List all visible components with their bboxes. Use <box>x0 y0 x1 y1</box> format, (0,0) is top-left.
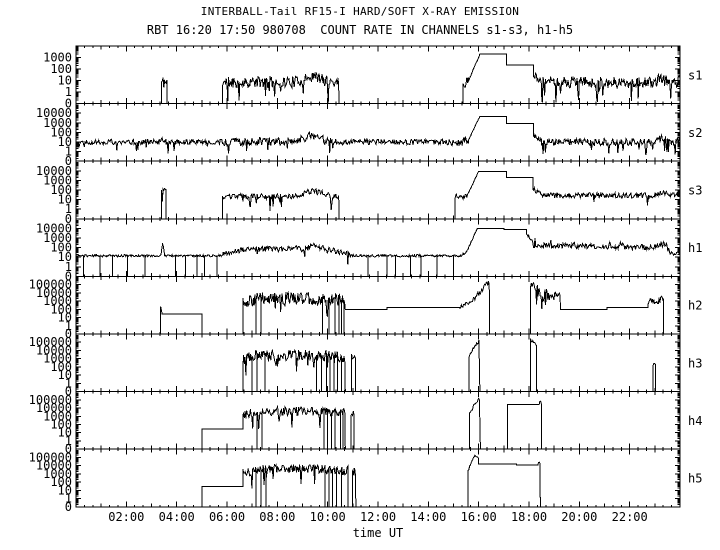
y-tick-label-h1: 1 <box>65 260 72 274</box>
series-h3 <box>76 338 680 393</box>
chart-subtitle: RBT 16:20 17:50 980708 COUNT RATE IN CHA… <box>146 23 574 37</box>
channel-label-h5: h5 <box>688 472 702 486</box>
y-tick-label-h5: 100000 <box>29 450 72 464</box>
y-tick-label-s3: 0 <box>65 212 72 226</box>
x-tick-label: 10:00 <box>310 510 346 524</box>
y-tick-label-h3: 10 <box>58 368 72 382</box>
y-tick-label-h3: 1000 <box>43 352 72 366</box>
x-tick-label: 06:00 <box>209 510 245 524</box>
y-tick-label-h3: 100000 <box>29 335 72 349</box>
y-tick-label-s1: 0 <box>65 97 72 111</box>
series-h1 <box>75 228 681 277</box>
channel-label-s3: s3 <box>688 184 702 198</box>
panel-frame-h4 <box>75 391 681 450</box>
y-tick-label-h3: 1 <box>65 376 72 390</box>
y-tick-label-s3: 100 <box>50 183 72 197</box>
panel-frame-h5 <box>75 448 681 508</box>
x-axis-title: time UT <box>353 526 404 540</box>
y-tick-label-h1: 100 <box>50 241 72 255</box>
panel-frame-s2 <box>75 103 681 162</box>
y-tick-label-s1: 1 <box>65 85 72 99</box>
y-tick-label-s2: 1000 <box>43 116 72 130</box>
channel-label-s1: s1 <box>688 68 702 82</box>
y-tick-label-h5: 1 <box>65 492 72 506</box>
x-tick-label: 02:00 <box>108 510 144 524</box>
y-tick-label-h1: 10 <box>58 250 72 264</box>
y-tick-label-h4: 100 <box>50 418 72 432</box>
x-tick-label: 14:00 <box>410 510 446 524</box>
y-tick-label-s2: 0 <box>65 154 72 168</box>
y-tick-label-h5: 100 <box>50 475 72 489</box>
channel-label-h4: h4 <box>688 414 702 428</box>
panel-frame-h3 <box>75 333 681 393</box>
y-tick-label-h1: 10000 <box>36 221 72 235</box>
chart-title: INTERBALL-Tail RF15-I HARD/SOFT X-RAY EM… <box>200 5 520 18</box>
y-tick-label-h5: 0 <box>65 500 72 514</box>
series-h2 <box>76 281 680 335</box>
x-tick-label: 18:00 <box>511 510 547 524</box>
y-tick-label-h5: 10000 <box>36 459 72 473</box>
y-tick-label-s1: 1000 <box>43 51 72 65</box>
x-tick-label: 22:00 <box>612 510 648 524</box>
y-tick-label-h2: 0 <box>65 327 72 341</box>
panel-frame-h1 <box>75 218 681 277</box>
y-tick-label-h4: 1000 <box>43 409 72 423</box>
y-tick-label-s1: 10 <box>58 74 72 88</box>
series-h4 <box>76 397 680 450</box>
y-tick-label-s3: 1 <box>65 202 72 216</box>
y-tick-label-h4: 100000 <box>29 393 72 407</box>
y-tick-label-h3: 100 <box>50 360 72 374</box>
y-tick-label-s2: 100 <box>50 125 72 139</box>
y-tick-label-s1: 100 <box>50 62 72 76</box>
y-tick-label-h2: 1000 <box>43 294 72 308</box>
x-tick-label: 12:00 <box>360 510 396 524</box>
channel-label-h1: h1 <box>688 241 702 255</box>
channel-label-s2: s2 <box>688 126 702 140</box>
x-tick-label: 20:00 <box>561 510 597 524</box>
y-tick-label-s2: 10 <box>58 135 72 149</box>
y-tick-label-s3: 1000 <box>43 173 72 187</box>
panel-frame-h2 <box>75 275 681 335</box>
y-tick-label-h2: 100 <box>50 302 72 316</box>
y-tick-label-h2: 10 <box>58 311 72 325</box>
y-tick-label-s3: 10000 <box>36 164 72 178</box>
series-s2 <box>75 115 681 156</box>
y-tick-label-h4: 10 <box>58 426 72 440</box>
y-tick-label-h5: 10 <box>58 483 72 497</box>
y-tick-label-h5: 1000 <box>43 467 72 481</box>
series-h5 <box>76 454 680 508</box>
channel-label-h2: h2 <box>688 299 702 313</box>
y-tick-label-h3: 10000 <box>36 344 72 358</box>
x-tick-label: 16:00 <box>461 510 497 524</box>
y-tick-label-h3: 0 <box>65 385 72 399</box>
x-tick-label: 08:00 <box>259 510 295 524</box>
y-tick-label-s3: 10 <box>58 193 72 207</box>
y-tick-label-h1: 1000 <box>43 231 72 245</box>
channel-label-h3: h3 <box>688 356 702 370</box>
y-tick-label-h2: 1 <box>65 319 72 333</box>
y-tick-label-h4: 10000 <box>36 401 72 415</box>
y-tick-label-h2: 100000 <box>29 278 72 292</box>
y-tick-label-h4: 1 <box>65 434 72 448</box>
y-tick-label-s2: 1 <box>65 145 72 159</box>
y-tick-label-s2: 10000 <box>36 106 72 120</box>
y-tick-label-h4: 0 <box>65 442 72 456</box>
series-s1 <box>76 53 681 105</box>
y-tick-label-h1: 0 <box>65 269 72 283</box>
x-tick-label: 04:00 <box>159 510 195 524</box>
y-tick-label-h2: 10000 <box>36 286 72 300</box>
series-s3 <box>76 170 681 220</box>
